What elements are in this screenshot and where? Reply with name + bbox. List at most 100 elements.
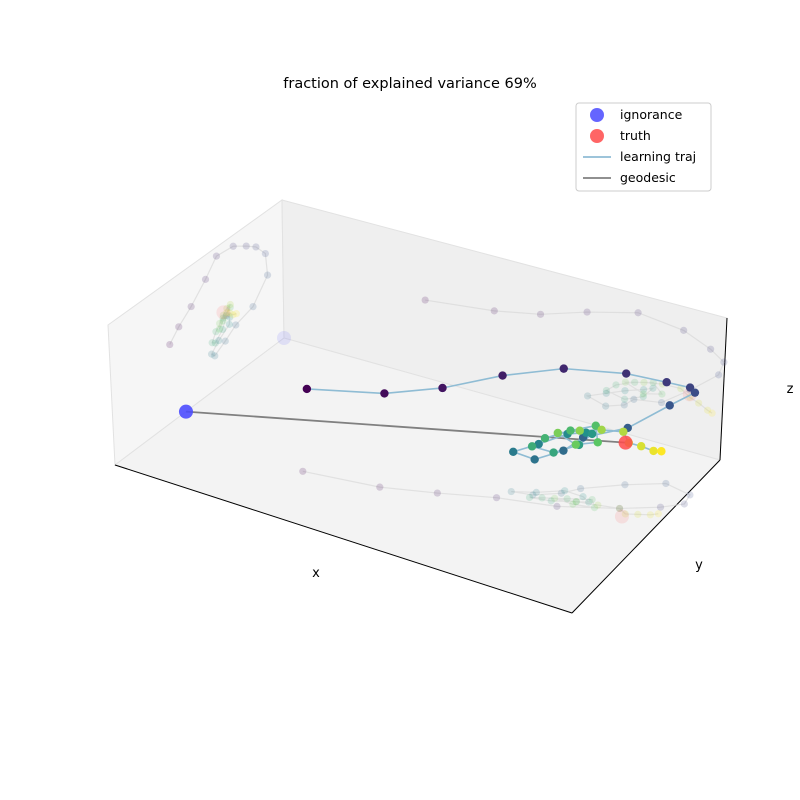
shadow-point-xy	[561, 487, 569, 495]
shadow-point-xy	[654, 510, 662, 518]
z-axis-label: z	[787, 382, 794, 397]
shadow-line-xz	[425, 299, 725, 414]
shadow-point-yz	[187, 302, 195, 311]
shadow-point-xy	[525, 493, 534, 502]
traj-point	[540, 434, 550, 443]
shadow-point-yz	[212, 252, 221, 260]
shadow-point-yz	[232, 310, 240, 318]
shadow-point-xz	[657, 398, 666, 407]
shadow-point-xy	[299, 467, 307, 475]
shadow-point-xy	[621, 510, 629, 518]
shadow-point-xy	[615, 504, 624, 513]
legend-geodesic-label: geodesic	[620, 170, 676, 185]
shadow-point-yz	[208, 339, 216, 347]
traj-point	[665, 401, 674, 410]
shadow-point-xy	[646, 511, 654, 519]
traj-point	[566, 426, 575, 435]
traj-point	[593, 438, 602, 447]
shadow-point-xz	[602, 402, 610, 410]
traj-point	[559, 364, 568, 373]
shadow-point-yz	[226, 303, 234, 311]
shadow-point-xz	[612, 381, 620, 389]
shadow-point-xz	[490, 307, 498, 315]
shadow-point-yz	[201, 275, 210, 283]
shadow-point-xy	[594, 501, 602, 509]
shadow-point-xy	[577, 484, 585, 493]
shadow-point-yz	[219, 317, 227, 325]
shadow-point-xz	[708, 409, 716, 417]
shadow-ignorance-xz	[277, 331, 291, 345]
shadow-point-xy	[686, 491, 694, 499]
shadow-point-yz	[218, 325, 227, 334]
traj-point	[690, 388, 700, 397]
shadow-point-xy	[550, 494, 559, 502]
shadow-point-xy	[532, 488, 540, 496]
shadow-point-yz	[226, 309, 234, 317]
shadow-point-xz	[649, 378, 657, 387]
shadow-point-yz	[212, 328, 220, 336]
shadow-point-yz	[221, 337, 229, 345]
x-axis-line	[114, 464, 573, 614]
shadow-point-yz	[225, 320, 233, 328]
shadow-point-xz	[658, 390, 666, 398]
shadow-point-xy	[563, 495, 571, 503]
shadow-point-xz	[634, 309, 642, 317]
ignorance-marker	[178, 404, 193, 419]
legend-frame	[575, 102, 712, 192]
legend-truth-label: truth	[620, 128, 651, 143]
traj-point	[380, 389, 389, 398]
traj-point	[622, 369, 631, 378]
shadow-point-xz	[536, 310, 545, 318]
shadow-point-yz	[211, 352, 219, 360]
shadow-point-yz	[226, 313, 234, 321]
shadow-point-yz	[222, 311, 231, 320]
shadow-point-xy	[590, 504, 599, 512]
shadow-point-xz	[630, 395, 638, 403]
shadow-point-yz	[242, 242, 250, 250]
endpoints	[178, 404, 633, 450]
shadow-point-xy	[547, 497, 555, 505]
shadow-point-yz	[261, 249, 269, 258]
shadow-point-xz	[421, 296, 429, 304]
shadow-point-xy	[569, 500, 577, 508]
traj-point	[575, 426, 584, 435]
x-axis-label: x	[312, 566, 320, 581]
traj-point	[498, 371, 507, 380]
shadow-point-yz	[219, 311, 227, 319]
shadow-line-xy	[302, 470, 691, 516]
traj-point	[549, 448, 558, 457]
z-axis-line	[719, 317, 728, 461]
shadow-point-xz	[695, 399, 703, 407]
traj-point	[662, 378, 671, 387]
traj-point	[637, 442, 646, 451]
shadow-point-xz	[720, 358, 728, 366]
shadow-point-xy	[433, 489, 441, 497]
traj-point	[509, 447, 518, 456]
shadow-point-yz	[208, 350, 216, 358]
shadow-point-xz	[649, 384, 657, 392]
shadow-point-xz	[640, 385, 648, 394]
shadow-point-xz	[631, 378, 639, 386]
shadow-point-xy	[588, 495, 596, 504]
traj-point	[530, 455, 539, 464]
shadow-point-xy	[376, 483, 384, 491]
geodesic-line	[185, 410, 626, 444]
shadow-point-xz	[620, 395, 629, 403]
shadow-point-xy	[492, 494, 501, 502]
shadow-point-yz	[211, 339, 219, 347]
axes-panes	[107, 199, 728, 614]
legend-ignorance-label: ignorance	[620, 107, 683, 122]
shadow-point-xy	[579, 493, 587, 501]
traj-point	[597, 425, 606, 435]
shadow-point-yz	[219, 314, 227, 322]
shadow-point-xy	[680, 500, 688, 508]
legend-truth-marker	[590, 129, 604, 143]
shadow-point-yz	[215, 336, 223, 345]
shadow-point-yz	[232, 321, 240, 329]
shadow-point-xy	[538, 494, 546, 502]
shadow-point-xz	[639, 390, 648, 398]
traj-point	[571, 440, 580, 449]
traj-point	[527, 442, 537, 451]
shadow-point-xz	[602, 386, 611, 395]
